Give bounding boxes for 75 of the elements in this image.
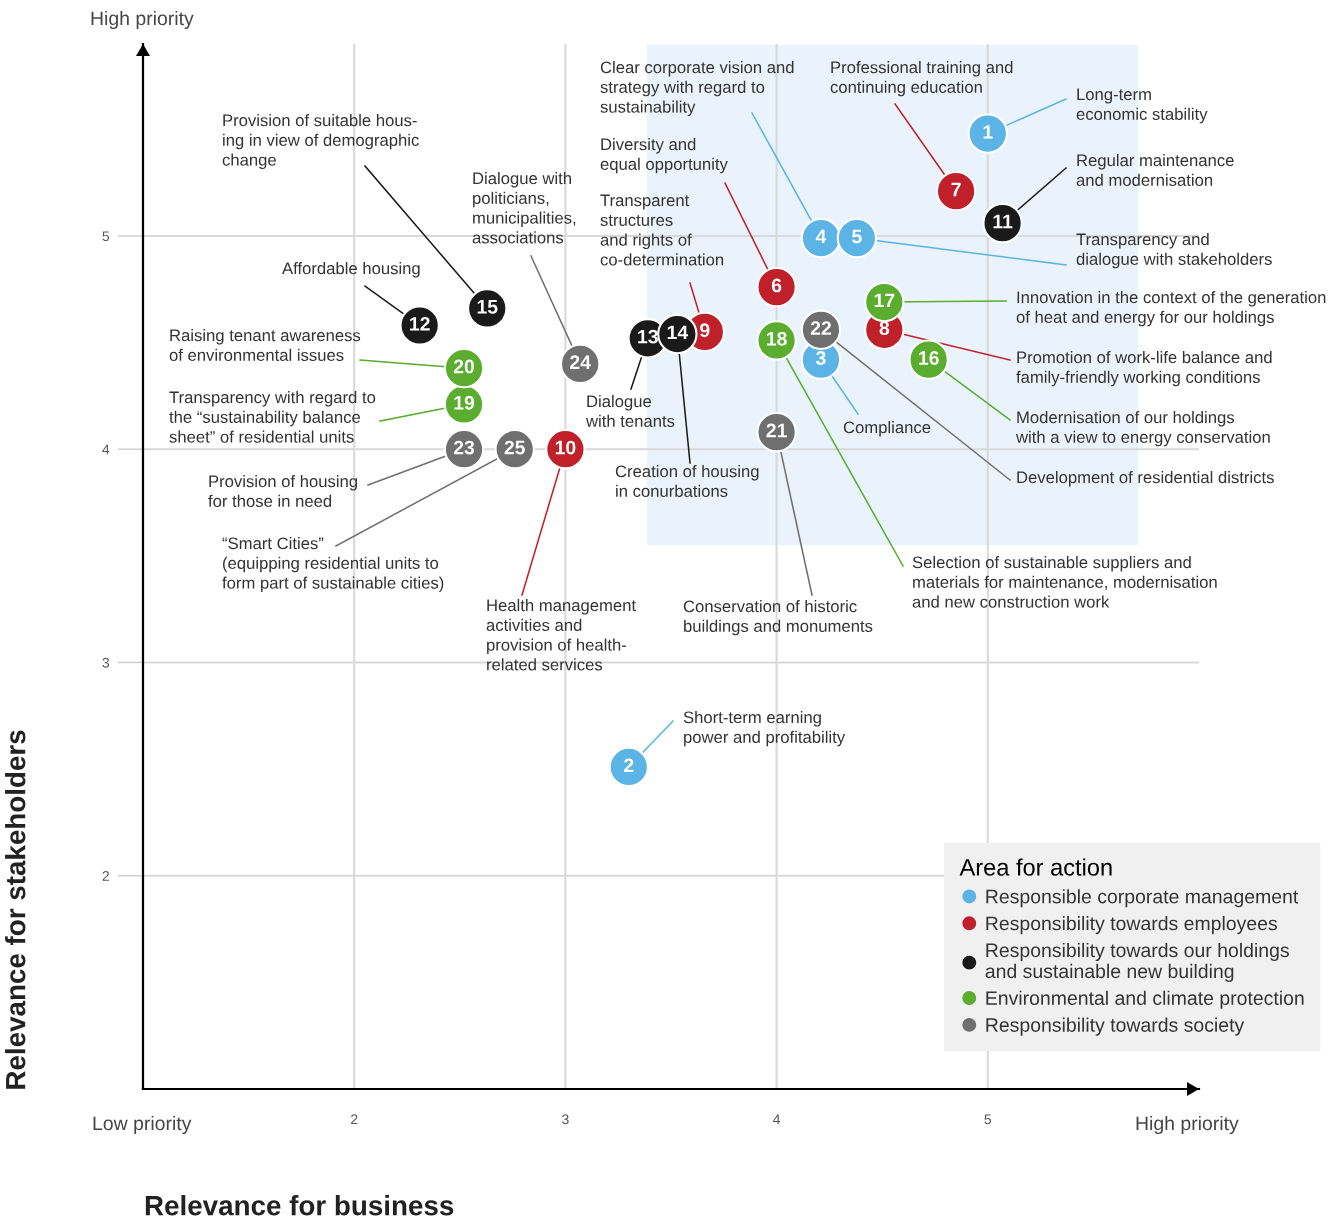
annotation: Affordable housing [282, 262, 420, 278]
annotation: Transparency with regard to the “sustainability balance sheet” of residential units [169, 391, 376, 443]
annotation: 23 [453, 440, 475, 455]
annotation: 9 [700, 323, 710, 338]
annotation: 8 [879, 321, 890, 335]
annotation: 10 [555, 440, 576, 455]
legend-label: Responsibility towards employees [986, 916, 1277, 935]
annotation: 25 [504, 440, 525, 455]
annotation: Dialogue with tenants [585, 395, 675, 428]
annotation: 21 [766, 423, 787, 438]
x-tick-label: 3 [562, 1114, 569, 1125]
annotation: Regular maintenance and modernisation [1076, 154, 1234, 187]
annotation: 2 [624, 758, 634, 772]
legend-label: Responsible corporate management [986, 889, 1299, 908]
annotation: Transparent structures and rights of co-determination [600, 194, 724, 266]
annotation: Development of residential districts [1017, 471, 1274, 487]
point [756, 266, 797, 308]
annotation: 19 [454, 395, 475, 410]
annotation: Selection of sustainable suppliers and materials for maintenance, modernisation and new construction work [912, 556, 1217, 608]
annotation: 22 [810, 321, 831, 335]
annotation: 6 [771, 278, 782, 293]
annotation: Dialogue with politicians, municipalities, associations [472, 172, 576, 244]
annotation: Short-term earning power and profitability [683, 711, 846, 747]
annotation: 15 [477, 300, 498, 314]
annotation: 11 [993, 214, 1013, 229]
annotation: Compliance [843, 421, 931, 437]
legend-label: Responsibility towards society [986, 1017, 1245, 1036]
point [935, 170, 977, 212]
x-tick-label: 2 [351, 1114, 358, 1125]
annotation: Creation of housing in conurbations [615, 465, 759, 498]
annotation: Long-term economic stability [1076, 88, 1208, 124]
annotation: 17 [874, 293, 895, 308]
point [800, 217, 842, 259]
x-axis-title: Relevance for business [145, 1195, 454, 1216]
annotation: 5 [852, 229, 862, 244]
annotation: “Smart Cities” (equipping residential units to form part of sustainable cities) [222, 537, 444, 593]
annotation: 3 [815, 351, 826, 365]
y-tick-label: 3 [102, 657, 110, 668]
annotation: Modernisation of our holdings with a view to energy conservation [1015, 411, 1270, 447]
annotation: 18 [767, 331, 787, 346]
annotation: 4 [815, 229, 827, 244]
x-tick-label: 5 [984, 1114, 992, 1125]
annotation: Provision of housing for those in need [208, 475, 358, 508]
annotation: 16 [919, 351, 939, 365]
text: High priority [1136, 1115, 1239, 1135]
legend-label: Responsibility towards our holdings and sustainable new building [985, 942, 1289, 982]
annotation: Innovation in the context of the generation of heat and energy for our holdings [1016, 291, 1326, 327]
legend-label: Environmental and climate protection [986, 990, 1304, 1009]
annotation: 7 [951, 182, 961, 197]
x-tick-label: 4 [773, 1114, 781, 1125]
text: High priority [91, 10, 194, 30]
annotation: Promotion of work-life balance and family-friendly working conditions [1016, 351, 1272, 387]
annotation: Conservation of historic buildings and monuments [683, 600, 873, 636]
y-axis-title: Relevance for stakeholders [5, 730, 26, 1089]
annotation: Health management activities and provision of health- related services [486, 599, 636, 671]
point [608, 746, 649, 788]
y-tick-label: 4 [102, 444, 110, 455]
legend-title: Area for action [959, 858, 1112, 876]
point [967, 113, 1008, 154]
annotation: 24 [570, 355, 591, 369]
text: Low priority [93, 1115, 192, 1135]
annotation: Transparency and dialogue with stakeholders [1076, 233, 1272, 269]
annotation: 13 [638, 329, 658, 344]
y-tick-label: 2 [102, 871, 109, 881]
annotation: Provision of suitable hous- ing in view of demographic change [222, 114, 419, 170]
annotation: 12 [410, 316, 430, 331]
annotation: Professional training and continuing education [830, 61, 1013, 97]
annotation: Raising tenant awareness of environmental issues [169, 329, 361, 362]
point [836, 217, 878, 259]
annotation: Diversity and equal opportunity [600, 138, 728, 174]
y-tick-label: 5 [102, 231, 110, 242]
annotation: 1 [983, 125, 993, 139]
annotation: 14 [667, 325, 689, 340]
annotation: Clear corporate vision and strategy with regard to sustainability [600, 61, 794, 117]
annotation: 20 [453, 359, 475, 374]
